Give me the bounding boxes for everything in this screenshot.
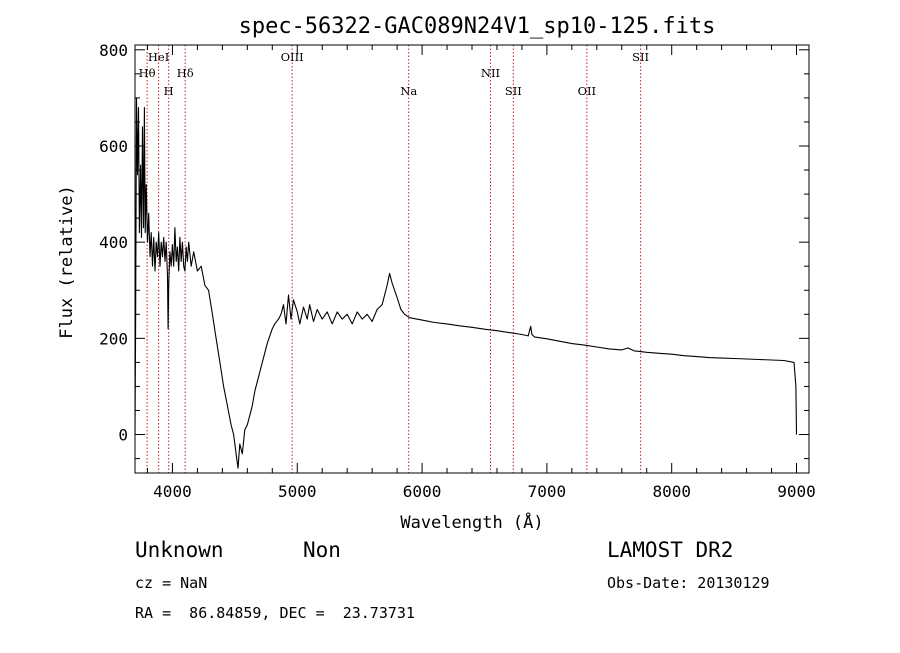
chart-title: spec-56322-GAC089N24V1_sp10-125.fits xyxy=(239,14,716,39)
axes: 4000 5000 6000 7000 8000 9000 0 200 400 600 800 xyxy=(99,41,816,501)
y-axis-label: Flux (relative) xyxy=(57,185,77,339)
line-label: HeI xyxy=(148,50,169,64)
line-label: SII xyxy=(505,84,522,98)
x-tick-label: 5000 xyxy=(278,482,317,501)
line-label: Hθ xyxy=(139,66,156,80)
coordinates: RA = 86.84859, DEC = 23.73731 xyxy=(135,604,415,622)
line-markers: Hθ HeI HHδ OIII Na NII SII OII SII xyxy=(139,45,649,473)
y-tick-label: 200 xyxy=(99,329,128,348)
y-tick-label: 400 xyxy=(99,233,128,252)
object-class: Unknown xyxy=(135,538,224,562)
redshift-cz: cz = NaN xyxy=(135,574,208,592)
spectrum-line xyxy=(134,97,798,469)
y-tick-label: 600 xyxy=(99,137,128,156)
spectrum-series xyxy=(134,97,798,469)
plot-frame xyxy=(134,44,810,474)
y-tick-label: 800 xyxy=(99,41,128,60)
line-label: OII xyxy=(578,84,597,98)
y-tick-label: 0 xyxy=(118,426,128,445)
x-tick-label: 8000 xyxy=(652,482,691,501)
observation-date: Obs-Date: 20130129 xyxy=(607,574,770,592)
survey-name: LAMOST DR2 xyxy=(607,538,734,562)
x-tick-label: 6000 xyxy=(403,482,442,501)
x-tick-label: 9000 xyxy=(777,482,816,501)
line-label: OIII xyxy=(281,50,304,64)
object-subclass: Non xyxy=(303,538,341,562)
x-tick-label: 7000 xyxy=(528,482,567,501)
line-label: NII xyxy=(481,66,500,80)
line-label: SII xyxy=(632,50,649,64)
line-label: Hδ xyxy=(177,66,194,80)
line-label: Na xyxy=(400,84,417,98)
line-label: H xyxy=(164,84,174,98)
x-axis-label: Wavelength (Å) xyxy=(400,511,543,533)
x-tick-label: 4000 xyxy=(153,482,192,501)
